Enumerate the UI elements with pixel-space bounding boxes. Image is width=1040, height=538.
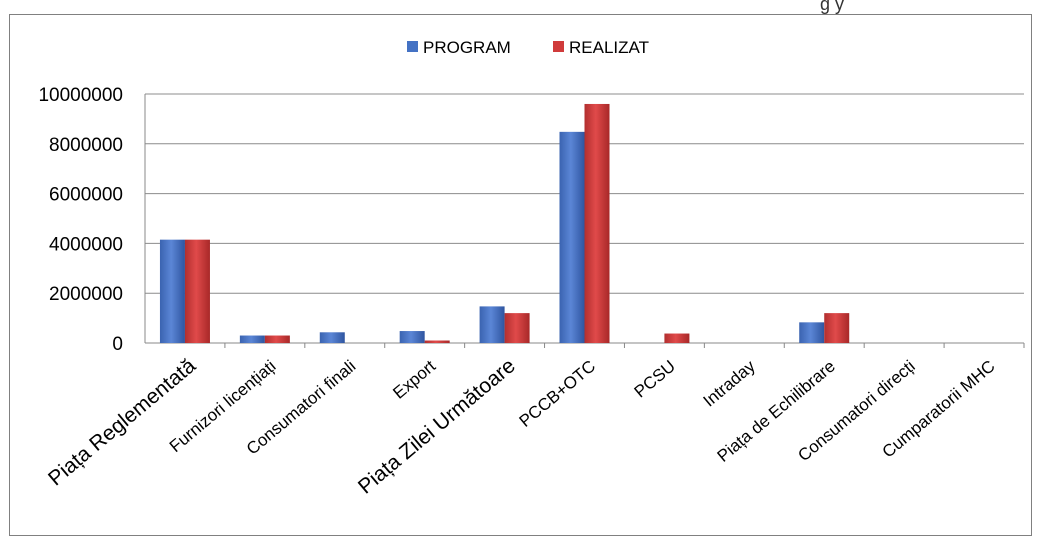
bars — [159, 103, 1025, 348]
x-tick-label-pccb-otc: PCCB+OTC — [516, 357, 599, 431]
legend-swatch-realizat — [553, 41, 564, 52]
y-axis: 10000000 8000000 6000000 4000000 2000000 0 — [38, 85, 123, 355]
bar-realizat-export — [424, 340, 450, 343]
bar-program-export — [399, 331, 425, 343]
bar-program-piata-de-echilibrare — [799, 322, 825, 343]
bar-program-piata-zilei-urmatoare — [479, 306, 505, 343]
x-tick-label-piata-zilei-urmatoare: Piața Zilei Următoare — [354, 354, 520, 498]
bar-realizat-furnizori-licentiati — [264, 335, 290, 343]
bar-program-consumatori-finali — [319, 332, 345, 343]
x-tick-label-intraday: Intraday — [700, 356, 760, 410]
y-tick-label: 0 — [112, 334, 123, 355]
bar-realizat-pcsu — [664, 333, 690, 343]
legend: PROGRAM REALIZAT — [407, 38, 649, 57]
bar-program-pccb-otc — [559, 131, 585, 343]
legend-swatch-program — [407, 41, 418, 52]
bar-realizat-piata-reglementata — [184, 239, 210, 343]
bar-realizat-piata-zilei-urmatoare — [504, 313, 530, 343]
x-tick-label-export: Export — [389, 356, 439, 402]
cropped-header-text: g y — [820, 0, 845, 14]
y-tick-label: 4000000 — [49, 234, 123, 255]
bar-program-piata-reglementata — [159, 239, 185, 343]
bar-program-furnizori-licentiati — [239, 335, 265, 343]
legend-label-realizat: REALIZAT — [569, 38, 649, 57]
x-tick-label-piata-reglementata: Piața Reglementată — [44, 354, 200, 490]
y-tick-label: 6000000 — [49, 185, 123, 206]
y-tick-label: 8000000 — [49, 135, 123, 156]
bar-realizat-piata-de-echilibrare — [824, 313, 850, 343]
x-tick-label-pcsu: PCSU — [631, 357, 679, 402]
legend-label-program: PROGRAM — [423, 38, 511, 57]
y-tick-label: 2000000 — [49, 284, 123, 305]
bar-realizat-pccb-otc — [584, 103, 610, 344]
y-tick-label: 10000000 — [38, 85, 123, 106]
